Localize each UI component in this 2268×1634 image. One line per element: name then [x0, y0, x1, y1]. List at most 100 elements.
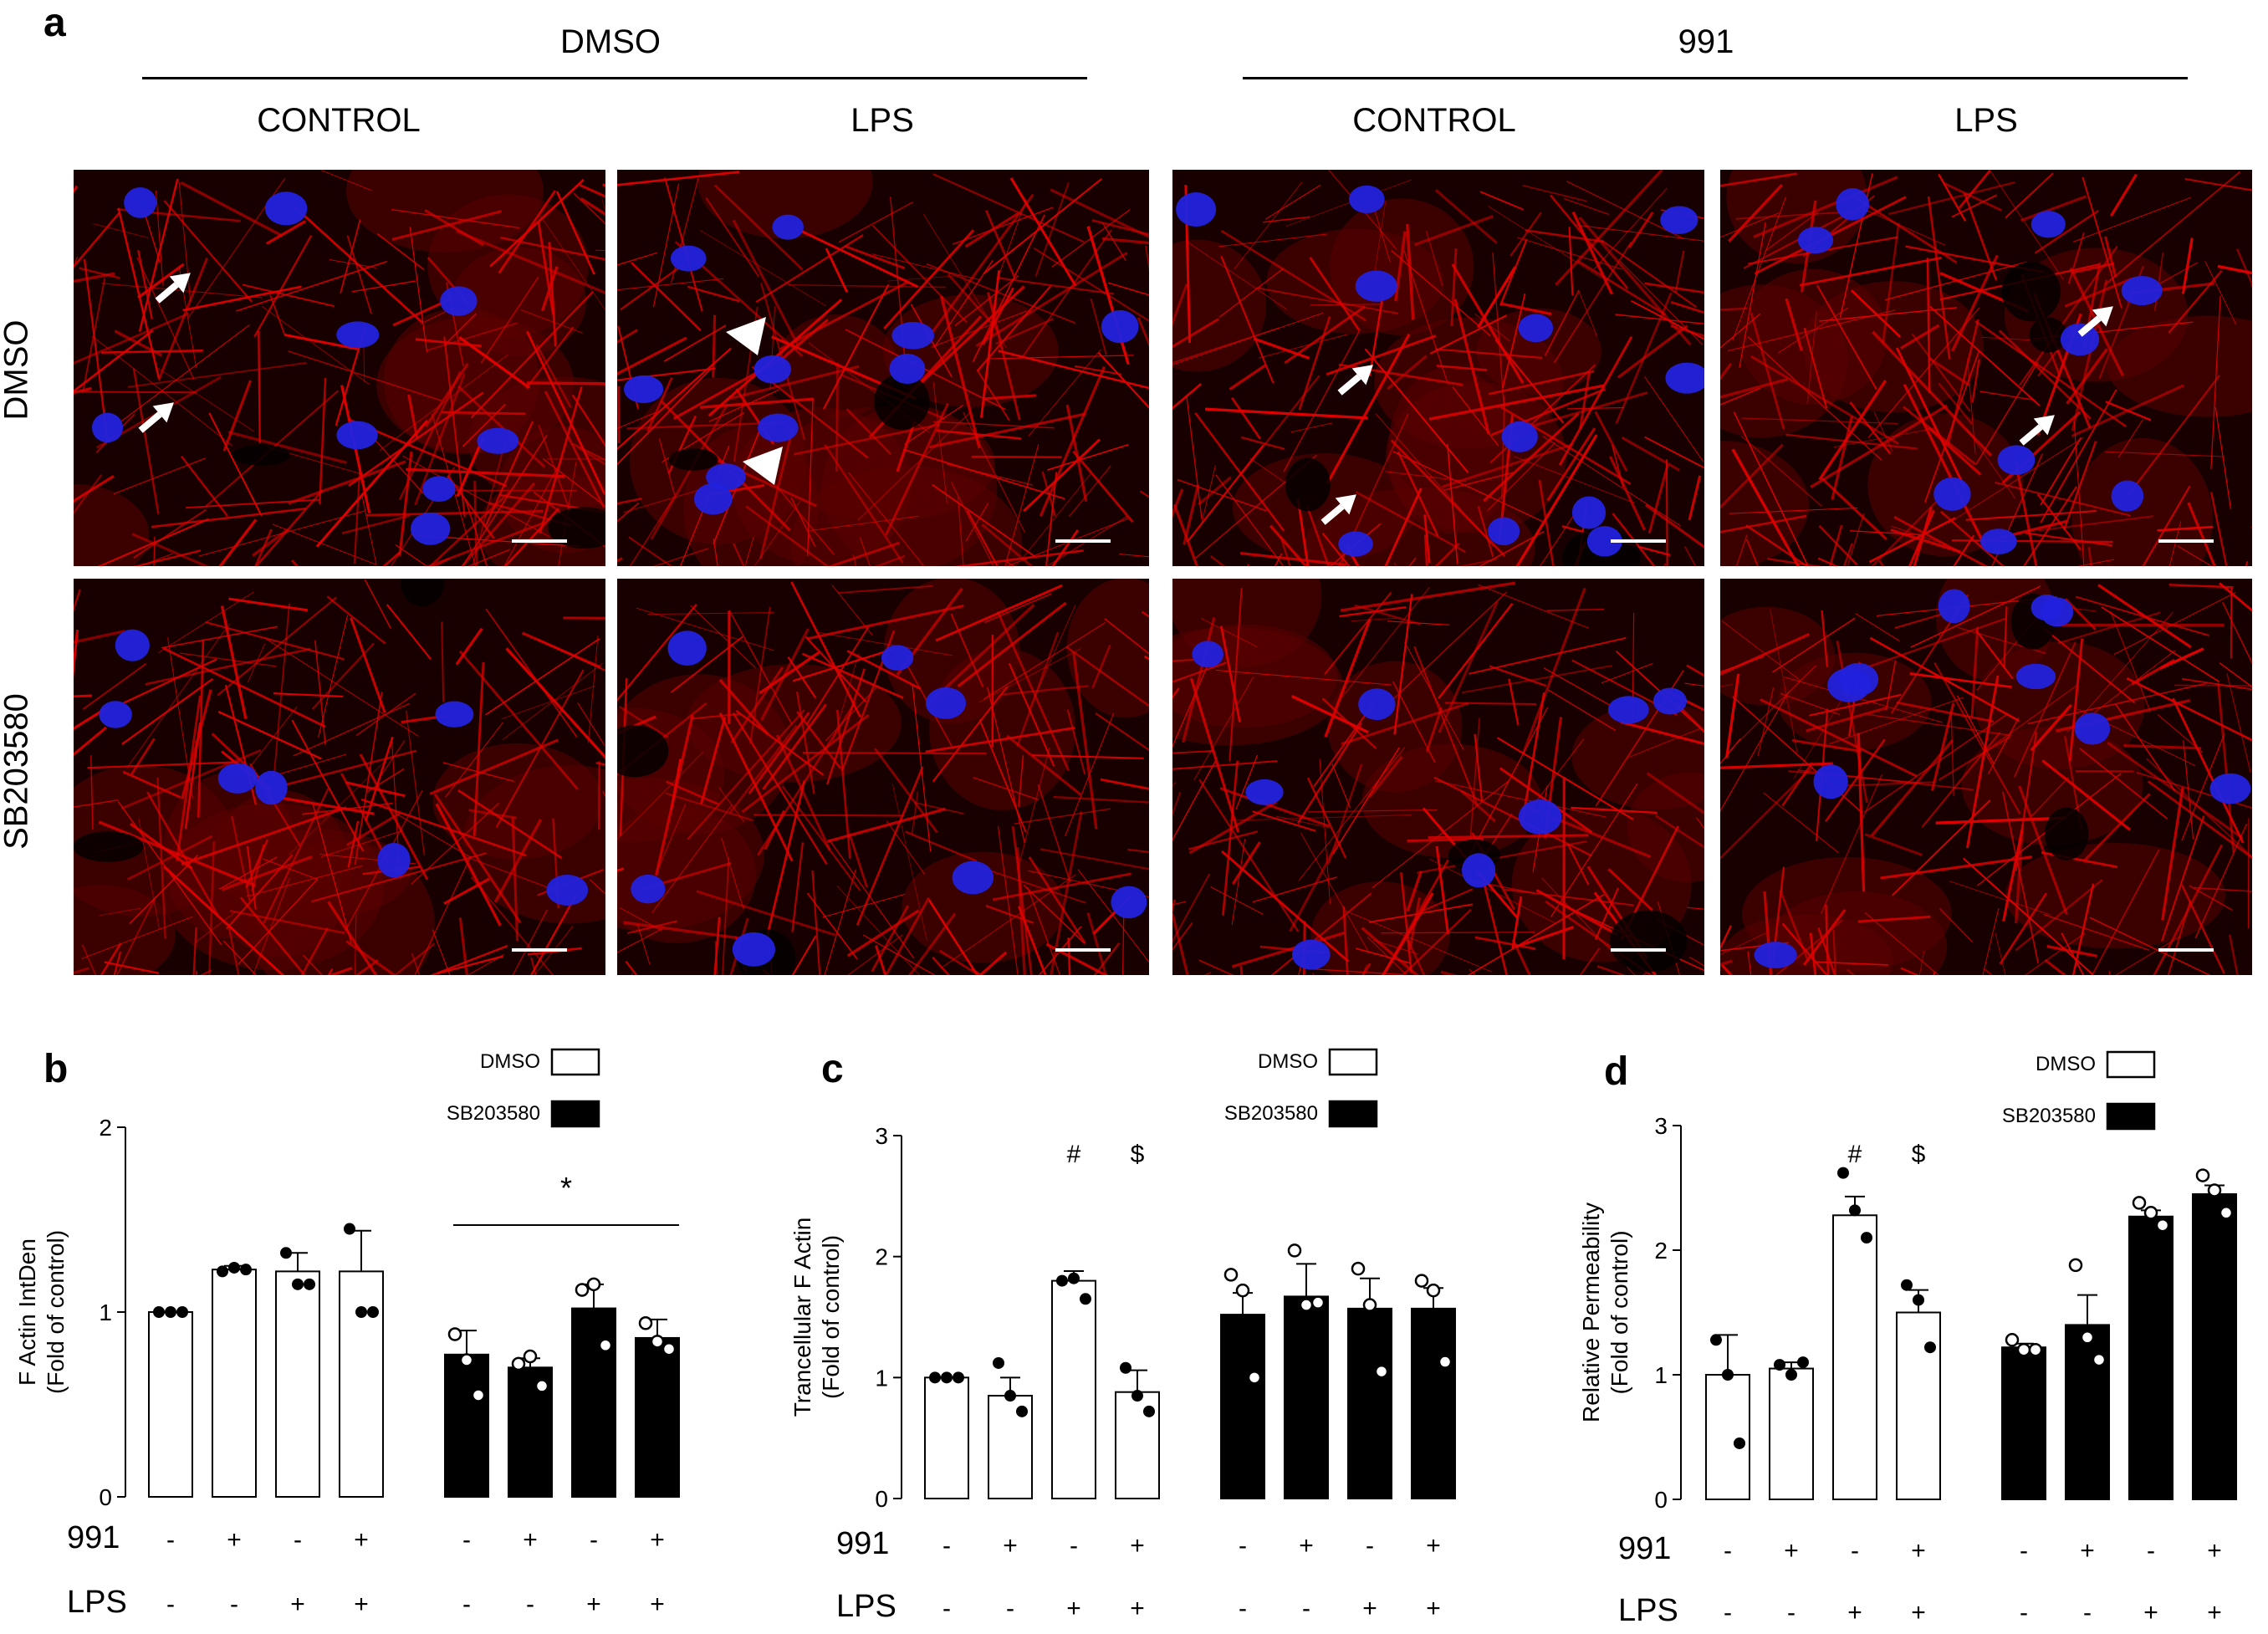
panel-letter-a: a	[43, 1, 66, 45]
y-axis-label: F Actin IntDen	[14, 1238, 40, 1386]
data-point	[1287, 1243, 1302, 1258]
data-point	[1056, 1274, 1068, 1287]
condition-label-lps: LPS	[67, 1585, 127, 1620]
nucleus	[1488, 517, 1520, 546]
nucleus	[1837, 662, 1879, 697]
data-point	[1797, 1356, 1809, 1369]
nucleus	[115, 629, 150, 661]
y-axis-label: Trancellular F Actin	[789, 1218, 815, 1417]
y-axis-label: Relative Permeability	[1578, 1203, 1604, 1422]
white-arrow-icon	[2077, 306, 2113, 337]
data-point	[662, 1341, 677, 1356]
bar-dmso-1	[1769, 1367, 1814, 1501]
data-point	[2219, 1206, 2234, 1220]
data-point	[2080, 1330, 2095, 1345]
condition-sign: +	[2207, 1537, 2222, 1565]
data-point	[240, 1264, 252, 1276]
legend-label-dmso: DMSO	[1258, 1050, 1318, 1073]
micrograph-sb203580-control-dmso	[74, 579, 605, 975]
condition-sign: -	[590, 1526, 598, 1554]
nucleus	[265, 191, 308, 226]
legend-swatch-dmso	[2106, 1050, 2156, 1079]
data-point	[304, 1278, 315, 1290]
data-point	[447, 1327, 462, 1341]
nucleus	[925, 687, 967, 719]
condition-sign: +	[1426, 1595, 1441, 1622]
bar-dmso-3	[1896, 1311, 1941, 1500]
y-tick-label: 3	[1654, 1113, 1668, 1139]
white-arrowhead-icon	[726, 317, 766, 355]
data-point	[1351, 1261, 1366, 1276]
y-axis-label: (Fold of control)	[818, 1235, 844, 1399]
nucleus	[124, 186, 157, 218]
y-tick-label: 2	[1654, 1238, 1668, 1264]
data-point	[2068, 1258, 2083, 1273]
nucleus	[336, 421, 378, 450]
data-point	[1143, 1405, 1155, 1417]
data-point	[598, 1338, 613, 1353]
data-point	[1120, 1361, 1131, 1374]
data-point	[929, 1371, 941, 1384]
y-tick-label: 0	[1654, 1487, 1668, 1513]
bar-dmso-0	[148, 1311, 193, 1498]
condition-sign: +	[1847, 1599, 1862, 1626]
data-point	[1068, 1272, 1080, 1284]
data-point	[228, 1261, 240, 1274]
legend-label-sb203580: SB203580	[2002, 1105, 2096, 1127]
condition-sign: -	[942, 1595, 951, 1622]
significance-mark: $	[1131, 1141, 1145, 1168]
y-tick-label: 0	[99, 1484, 112, 1510]
nucleus	[732, 932, 775, 967]
nucleus	[91, 412, 124, 443]
data-point	[1722, 1369, 1734, 1381]
legend-swatch-dmso	[1328, 1048, 1378, 1076]
scale-bar	[512, 539, 567, 543]
data-point	[1837, 1167, 1849, 1179]
data-point	[344, 1223, 355, 1235]
condition-label-991: 991	[67, 1520, 120, 1555]
data-point	[355, 1306, 367, 1318]
condition-sign: +	[586, 1591, 601, 1618]
nucleus	[2074, 712, 2111, 745]
data-point	[1734, 1437, 1745, 1449]
condition-sign: +	[354, 1526, 369, 1554]
white-arrow-icon	[2019, 415, 2055, 446]
condition-sign: -	[166, 1591, 175, 1618]
white-arrow-icon	[1320, 494, 1356, 525]
nucleus	[2015, 663, 2056, 690]
y-tick-label: 1	[99, 1300, 112, 1325]
data-point	[459, 1353, 474, 1367]
data-point	[953, 1371, 964, 1384]
data-point	[2207, 1183, 2222, 1197]
y-tick-label: 2	[99, 1115, 112, 1141]
nucleus	[1501, 421, 1538, 452]
data-point	[575, 1283, 590, 1297]
condition-sign: +	[650, 1526, 665, 1554]
micrograph-sb203580-lps-991	[1720, 579, 2252, 975]
condition-sign: -	[1239, 1532, 1247, 1560]
nucleus	[667, 631, 707, 666]
data-point	[586, 1277, 601, 1292]
nucleus	[1571, 496, 1606, 529]
data-point	[1414, 1274, 1429, 1288]
condition-sign: -	[2147, 1537, 2155, 1565]
nucleus	[477, 427, 519, 454]
condition-sign: +	[1911, 1599, 1926, 1626]
data-point	[1310, 1295, 1326, 1310]
nucleus	[2060, 323, 2100, 356]
condition-sign: +	[1003, 1532, 1018, 1560]
bar-sb203580-0	[2001, 1346, 2046, 1500]
scale-bar	[1611, 948, 1666, 952]
significance-mark: *	[560, 1171, 572, 1205]
nucleus	[1933, 477, 1971, 511]
legend-swatch-dmso	[550, 1048, 600, 1076]
data-point	[534, 1379, 549, 1393]
data-point	[2092, 1352, 2107, 1367]
white-arrowhead-icon	[743, 447, 783, 485]
condition-sign: -	[2020, 1537, 2028, 1565]
nucleus	[2041, 597, 2074, 627]
condition-sign: +	[2143, 1599, 2158, 1626]
nucleus	[1349, 185, 1385, 214]
nucleus	[422, 476, 456, 503]
y-axis-label: (Fold of control)	[1606, 1230, 1632, 1394]
